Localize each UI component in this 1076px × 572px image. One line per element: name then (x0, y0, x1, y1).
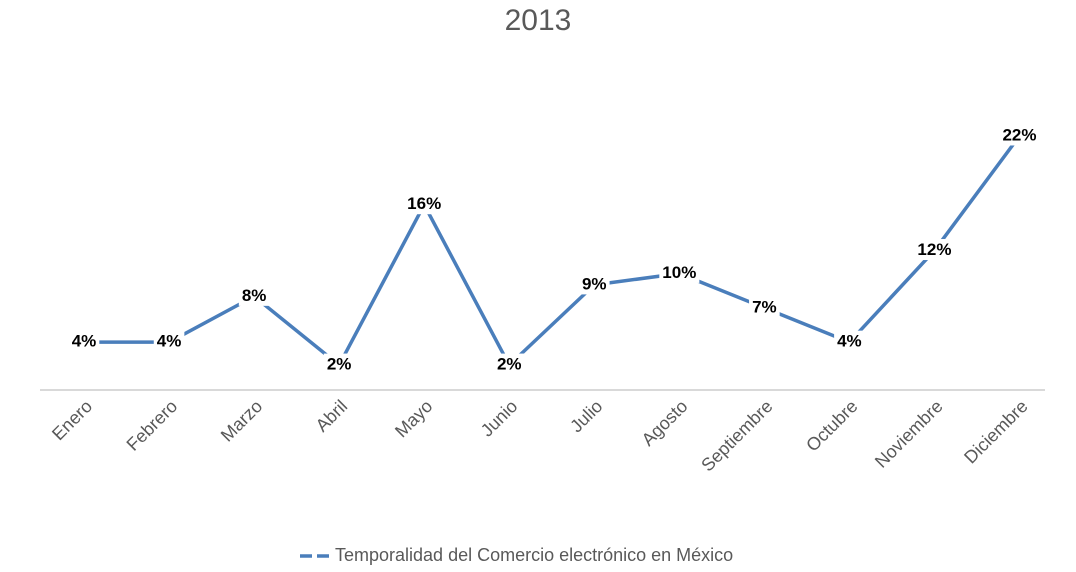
x-tick-label: Julio (566, 396, 606, 436)
x-tick-label: Abril (312, 396, 352, 436)
data-label-bg (914, 239, 955, 261)
data-label-group: 12% (914, 239, 955, 261)
data-label-group: 16% (404, 193, 445, 215)
data-label-group: 2% (493, 353, 525, 375)
data-label-group: 4% (834, 330, 865, 352)
data-label: 2% (327, 355, 352, 374)
data-label-bg (153, 330, 185, 352)
data-label: 8% (242, 286, 267, 305)
data-label: 4% (157, 332, 182, 351)
data-label: 7% (752, 297, 777, 316)
x-tick-label: Diciembre (960, 396, 1031, 467)
data-label: 22% (1002, 125, 1036, 144)
data-label-bg (493, 353, 525, 375)
data-label-bg (749, 296, 780, 318)
data-label-bg (659, 261, 700, 283)
x-tick-label: Febrero (123, 396, 182, 455)
data-label-bg (834, 330, 865, 352)
x-tick-label: Agosto (638, 396, 692, 450)
data-label-bg (999, 124, 1040, 146)
data-label-group: 9% (578, 273, 610, 295)
data-label: 16% (407, 194, 441, 213)
data-label-bg (578, 273, 610, 295)
data-label-group: 22% (999, 124, 1040, 146)
data-line (84, 134, 1021, 367)
data-label-bg (238, 284, 270, 306)
x-tick-label: Marzo (217, 396, 267, 446)
data-label-group: 8% (238, 284, 270, 306)
data-label-group: 10% (659, 261, 700, 283)
x-tick-label: Mayo (391, 396, 436, 441)
data-label: 12% (917, 240, 951, 259)
data-label: 4% (72, 332, 97, 351)
data-label-bg (323, 353, 355, 375)
legend-label: Temporalidad del Comercio electrónico en… (335, 545, 733, 565)
x-tick-label: Junio (477, 396, 522, 441)
data-label: 10% (662, 263, 696, 282)
x-tick-label: Noviembre (871, 396, 947, 472)
data-label: 4% (837, 332, 862, 351)
data-label-bg (68, 330, 100, 352)
x-tick-label: Septiembre (697, 396, 776, 475)
x-tick-label: Enero (48, 396, 96, 444)
data-label-group: 4% (68, 330, 100, 352)
data-label-group: 2% (323, 353, 355, 375)
data-label: 2% (497, 355, 522, 374)
data-label-bg (404, 193, 445, 215)
data-label: 9% (582, 274, 607, 293)
chart-title: 2013 (505, 4, 572, 37)
data-label-group: 4% (153, 330, 185, 352)
data-label-group: 7% (749, 296, 780, 318)
x-tick-label: Octubre (802, 396, 861, 455)
